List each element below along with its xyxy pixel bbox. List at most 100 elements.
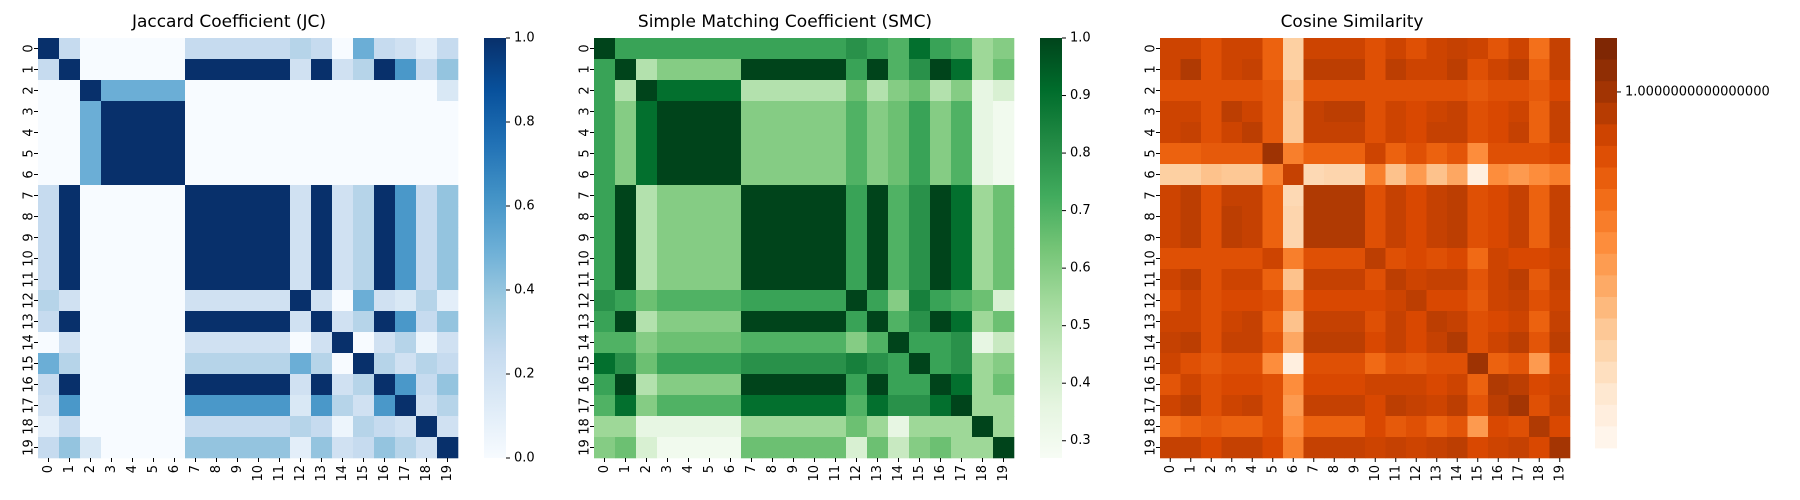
heatmap-cell-smc-r3-c10 bbox=[804, 101, 826, 123]
y-tick-label: 0 bbox=[578, 44, 593, 52]
heatmap-cell-jc-r19-c1 bbox=[59, 437, 81, 459]
heatmap-cell-smc-r9-c1 bbox=[615, 227, 637, 249]
heatmap-cell-cosine-r9-c8 bbox=[1324, 227, 1345, 249]
heatmap-cell-jc-r12-c18 bbox=[416, 290, 438, 312]
heatmap-cell-cosine-r17-c1 bbox=[1180, 395, 1202, 417]
heatmap-cell-cosine-r1-c7 bbox=[1303, 59, 1325, 81]
heatmap-cell-smc-r19-c14 bbox=[888, 437, 910, 459]
heatmap-cell-jc-r15-c12 bbox=[290, 353, 312, 375]
heatmap-cell-jc-r7-c17 bbox=[395, 185, 417, 207]
colorbar-step bbox=[1595, 189, 1617, 212]
heatmap-cell-jc-r16-c6 bbox=[164, 374, 186, 396]
heatmap-cell-smc-r10-c10 bbox=[804, 248, 826, 270]
heatmap-cell-cosine-r3-c0 bbox=[1160, 101, 1181, 123]
heatmap-cell-jc-r17-c6 bbox=[164, 395, 186, 417]
heatmap-cell-smc-r7-c9 bbox=[783, 185, 805, 207]
heatmap-cell-jc-r16-c11 bbox=[269, 374, 291, 396]
y-tick-label: 10 bbox=[22, 250, 37, 267]
heatmap-cell-smc-r8-c15 bbox=[909, 206, 931, 228]
heatmap-cell-jc-r7-c7 bbox=[185, 185, 207, 207]
y-tick-label: 13 bbox=[22, 313, 37, 330]
heatmap-cell-jc-r8-c16 bbox=[374, 206, 396, 228]
x-tick-label: 17 bbox=[1511, 465, 1526, 482]
heatmap-cell-jc-r4-c15 bbox=[353, 122, 375, 144]
heatmap-cell-cosine-r3-c1 bbox=[1180, 101, 1202, 123]
heatmap-cell-jc-r15-c10 bbox=[248, 353, 270, 375]
heatmap-cell-smc-r1-c15 bbox=[909, 59, 931, 81]
heatmap-cell-smc-r15-c10 bbox=[804, 353, 826, 375]
x-tick-label: 8 bbox=[765, 465, 780, 473]
heatmap-cell-cosine-r4-c14 bbox=[1447, 122, 1468, 144]
heatmap-cell-jc-r12-c16 bbox=[374, 290, 396, 312]
heatmap-cell-cosine-r14-c14 bbox=[1447, 332, 1468, 354]
heatmap-cell-cosine-r12-c3 bbox=[1221, 290, 1243, 312]
heatmap-cell-smc-r19-c16 bbox=[930, 437, 952, 459]
heatmap-cell-jc-r3-c6 bbox=[164, 101, 186, 123]
heatmap-cell-jc-r5-c17 bbox=[395, 143, 417, 165]
heatmap-cell-smc-r12-c5 bbox=[699, 290, 721, 312]
heatmap-cell-cosine-r12-c17 bbox=[1508, 290, 1530, 312]
heatmap-cell-jc-r8-c19 bbox=[437, 206, 459, 228]
y-tick-label: 15 bbox=[22, 355, 37, 372]
heatmap-cell-cosine-r13-c9 bbox=[1344, 311, 1366, 333]
heatmap-cell-smc-r12-c7 bbox=[741, 290, 763, 312]
x-tick-label: 10 bbox=[807, 465, 822, 482]
heatmap-cell-cosine-r18-c8 bbox=[1324, 416, 1345, 438]
heatmap-cell-smc-r7-c16 bbox=[930, 185, 952, 207]
heatmap-cell-jc-r4-c4 bbox=[122, 122, 144, 144]
heatmap-cell-jc-r8-c13 bbox=[311, 206, 333, 228]
heatmap-cell-smc-r18-c13 bbox=[867, 416, 889, 438]
heatmap-cell-jc-r3-c1 bbox=[59, 101, 81, 123]
heatmap-cell-jc-r5-c19 bbox=[437, 143, 459, 165]
colorbar-ticks-smc: 0.3 0.4 0.5 0.6 0.7 0.8 0.9 1.0 bbox=[1062, 31, 1091, 448]
heatmap-cell-jc-r10-c9 bbox=[227, 248, 249, 270]
y-tick-label: 8 bbox=[578, 212, 593, 220]
x-tick-label: 11 bbox=[272, 465, 287, 482]
y-tick-label: 6 bbox=[1144, 170, 1159, 178]
heatmap-cell-cosine-r0-c8 bbox=[1324, 38, 1345, 60]
heatmap-cell-cosine-r16-c12 bbox=[1406, 374, 1427, 396]
heatmap-cell-smc-r0-c15 bbox=[909, 38, 931, 60]
heatmap-cell-cosine-r13-c8 bbox=[1324, 311, 1345, 333]
heatmap-cell-jc-r15-c9 bbox=[227, 353, 249, 375]
heatmap-cell-smc-r5-c6 bbox=[720, 143, 742, 165]
heatmap-cell-smc-r7-c18 bbox=[972, 185, 994, 207]
heatmap-cell-cosine-r3-c14 bbox=[1447, 101, 1468, 123]
heatmap-cell-jc-r3-c18 bbox=[416, 101, 438, 123]
heatmap-cell-jc-r9-c7 bbox=[185, 227, 207, 249]
heatmap-cell-smc-r4-c9 bbox=[783, 122, 805, 144]
heatmap-cell-smc-r2-c15 bbox=[909, 80, 931, 102]
heatmap-cell-cosine-r10-c10 bbox=[1365, 248, 1386, 270]
heatmap-cell-cosine-r9-c3 bbox=[1221, 227, 1243, 249]
colorbar-tick-label: 0.4 bbox=[514, 283, 535, 298]
heatmap-cell-cosine-r11-c17 bbox=[1508, 269, 1530, 291]
heatmap-cell-jc-r6-c11 bbox=[269, 164, 291, 186]
heatmap-cell-cosine-r19-c19 bbox=[1549, 437, 1571, 459]
heatmap-cell-cosine-r3-c10 bbox=[1365, 101, 1386, 123]
heatmap-cell-smc-r16-c7 bbox=[741, 374, 763, 396]
heatmap-cell-jc-r9-c18 bbox=[416, 227, 438, 249]
heatmap-cell-smc-r13-c8 bbox=[762, 311, 784, 333]
heatmap-cell-jc-r9-c10 bbox=[248, 227, 270, 249]
heatmap-cell-jc-r16-c7 bbox=[185, 374, 207, 396]
heatmap-cell-jc-r5-c5 bbox=[143, 143, 165, 165]
heatmap-cell-smc-r17-c0 bbox=[594, 395, 616, 417]
heatmap-cell-jc-r10-c11 bbox=[269, 248, 291, 270]
heatmap-cell-jc-r18-c19 bbox=[437, 416, 459, 438]
heatmap-cell-cosine-r8-c17 bbox=[1508, 206, 1530, 228]
heatmap-cell-jc-r19-c5 bbox=[143, 437, 165, 459]
heatmap-cell-smc-r12-c14 bbox=[888, 290, 910, 312]
x-tick-label: 11 bbox=[1388, 465, 1403, 482]
y-tick-label: 10 bbox=[578, 250, 593, 267]
heatmap-cell-smc-r11-c16 bbox=[930, 269, 952, 291]
heatmap-cell-jc-r17-c9 bbox=[227, 395, 249, 417]
colorbar-step bbox=[1595, 38, 1617, 60]
heatmap-cell-cosine-r11-c8 bbox=[1324, 269, 1345, 291]
heatmap-cell-cosine-r16-c0 bbox=[1160, 374, 1181, 396]
colorbar-step bbox=[1595, 340, 1617, 363]
heatmap-cell-jc-r10-c7 bbox=[185, 248, 207, 270]
heatmap-cell-cosine-r5-c10 bbox=[1365, 143, 1386, 165]
heatmap-cell-smc-r15-c15 bbox=[909, 353, 931, 375]
heatmap-cell-jc-r6-c7 bbox=[185, 164, 207, 186]
heatmap-cell-cosine-r6-c19 bbox=[1549, 164, 1571, 186]
